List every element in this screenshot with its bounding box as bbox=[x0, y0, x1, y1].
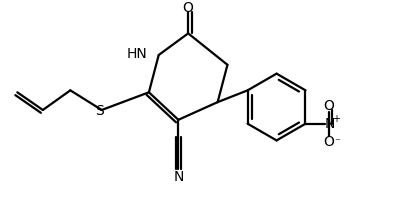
Text: N: N bbox=[173, 170, 184, 184]
Text: N: N bbox=[325, 117, 335, 131]
Text: +: + bbox=[332, 114, 340, 124]
Text: ⁻: ⁻ bbox=[334, 137, 340, 147]
Text: O: O bbox=[324, 99, 335, 113]
Text: HN: HN bbox=[126, 47, 147, 61]
Text: S: S bbox=[95, 104, 104, 118]
Text: O: O bbox=[183, 1, 194, 15]
Text: O: O bbox=[324, 135, 335, 149]
